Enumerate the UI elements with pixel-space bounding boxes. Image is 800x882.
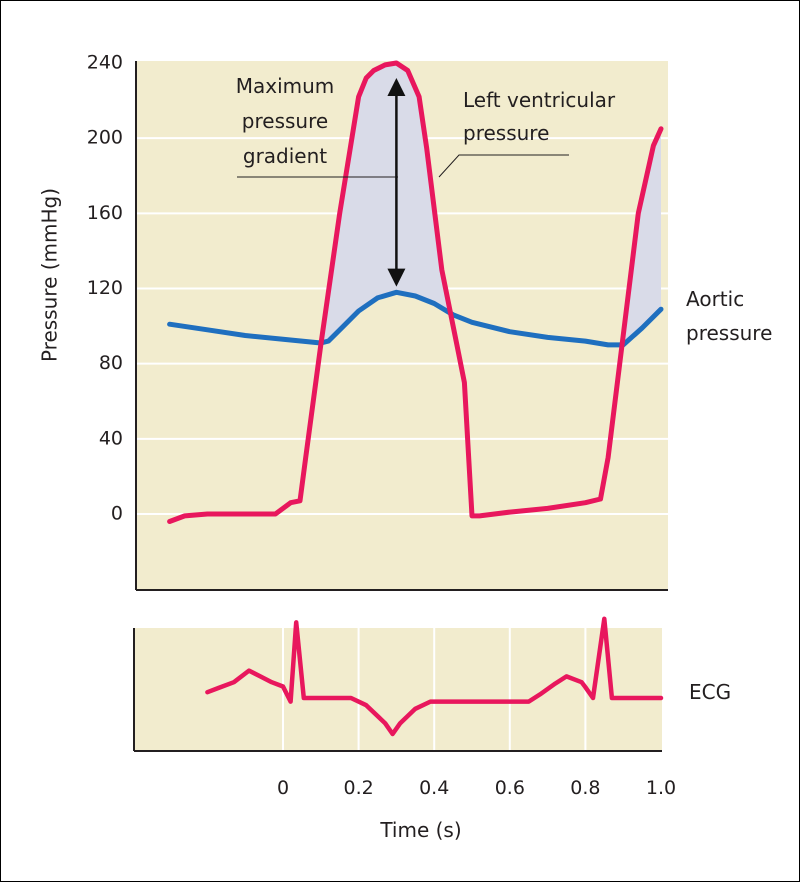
x-tick-label-0: 0 — [277, 777, 289, 799]
x-tick-label-1.0: 1.0 — [646, 777, 676, 799]
arrow-head-top — [387, 78, 406, 97]
y-tick-label-200: 200 — [87, 127, 123, 149]
annotation-aortic-line-1: Aortic — [686, 287, 744, 311]
x-tick-label-0.4: 0.4 — [419, 777, 449, 799]
y-tick-label-240: 240 — [87, 52, 123, 74]
annotation-lv-line-1: Left ventricular — [463, 88, 616, 112]
x-axis-label: Time (s) — [379, 818, 461, 842]
lv-pressure-line — [167, 60, 664, 524]
y-axis-label: Pressure (mmHg) — [38, 188, 62, 362]
x-tick-label-0.8: 0.8 — [570, 777, 600, 799]
annotation-gradient-line-2: pressure — [242, 109, 328, 133]
arrow-head-bottom — [387, 268, 406, 287]
pressure-gradient-area — [321, 63, 661, 345]
lv-leader-line — [438, 154, 569, 178]
annotation-aortic-line-2: pressure — [686, 321, 772, 345]
ecg-line — [205, 616, 664, 737]
y-tick-label-160: 160 — [87, 202, 123, 224]
annotation-lv-line-2: pressure — [463, 121, 549, 145]
x-tick-label-0.6: 0.6 — [495, 777, 525, 799]
y-tick-label-80: 80 — [99, 352, 123, 374]
ecg-plot-area — [134, 628, 662, 751]
aortic-pressure-line — [167, 289, 664, 348]
ecg-series-label: ECG — [689, 680, 731, 704]
annotation-gradient-line-3: gradient — [243, 144, 327, 168]
y-tick-label-0: 0 — [111, 503, 123, 525]
annotation-gradient-line-1: Maximum — [236, 74, 335, 98]
x-tick-label-0.2: 0.2 — [343, 777, 373, 799]
y-tick-label-40: 40 — [99, 427, 123, 449]
y-tick-label-120: 120 — [87, 277, 123, 299]
